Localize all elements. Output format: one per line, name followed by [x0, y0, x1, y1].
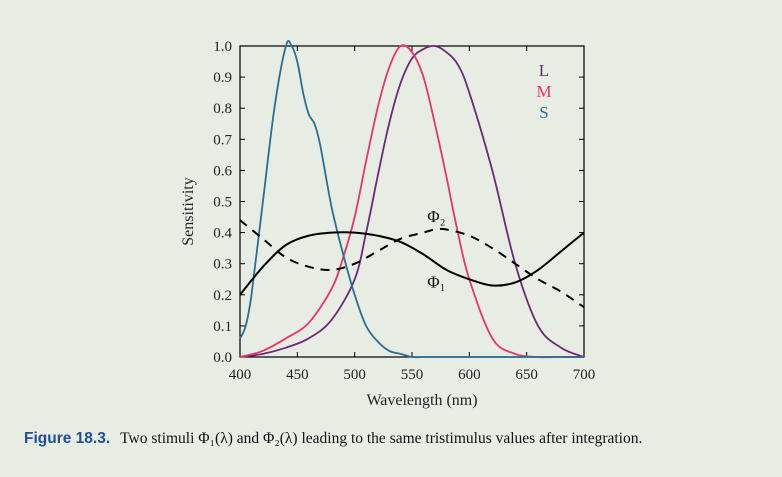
x-tick-label: 550 — [401, 367, 424, 383]
y-tick-label: 0.7 — [213, 132, 232, 148]
x-tick-label: 700 — [573, 367, 596, 383]
y-tick-label: 1.0 — [213, 39, 232, 55]
y-tick-label: 0.2 — [213, 288, 232, 304]
figure-caption: Figure 18.3. Two stimuli Φ₁(λ) and Φ₂(λ) … — [24, 430, 774, 448]
y-tick-label: 0.8 — [213, 101, 232, 117]
y-tick-label: 0.9 — [213, 70, 232, 86]
y-tick-label: 0.6 — [213, 163, 232, 179]
x-tick-label: 650 — [515, 367, 538, 383]
legend-entry-s: S — [539, 103, 548, 122]
y-tick-label: 0.1 — [213, 319, 232, 335]
y-tick-label: 0.0 — [213, 350, 232, 366]
figure-label: Figure 18.3. — [24, 430, 111, 447]
series-line-s — [239, 39, 584, 359]
figure: 400 450 500 550 600 650 700 0.0 0.1 0.2 0.3 0.4 0.5 0… — [180, 39, 596, 409]
annotation-phi2: Φ₂ — [427, 207, 445, 226]
legend-entry-m: M — [536, 82, 551, 101]
legend-entry-l: L — [539, 61, 549, 80]
x-tick-label: 450 — [286, 367, 309, 383]
y-tick-label: 0.5 — [213, 195, 232, 211]
caption-text: Two stimuli Φ₁(λ) and Φ₂(λ) leading to t… — [120, 430, 643, 447]
series-line-l — [239, 45, 585, 358]
x-axis-label: Wavelength (nm) — [366, 392, 477, 409]
series-line-phi2 — [239, 219, 585, 309]
x-tick-label: 600 — [458, 367, 481, 383]
y-tick-label: 0.4 — [213, 226, 232, 242]
y-axis-label: Sensitivity — [180, 177, 197, 245]
series-line-m — [239, 44, 584, 359]
annotation-phi1: Φ₁ — [427, 272, 445, 291]
sensitivity-chart: 400 450 500 550 600 650 700 0.0 0.1 0.2 0.3 0.4 0.5 0… — [180, 39, 596, 409]
plot-frame — [239, 45, 585, 358]
x-tick-label: 500 — [343, 367, 366, 383]
y-tick-label: 0.3 — [213, 257, 232, 273]
x-tick-label: 400 — [229, 367, 252, 383]
series-line-phi1 — [239, 231, 585, 296]
